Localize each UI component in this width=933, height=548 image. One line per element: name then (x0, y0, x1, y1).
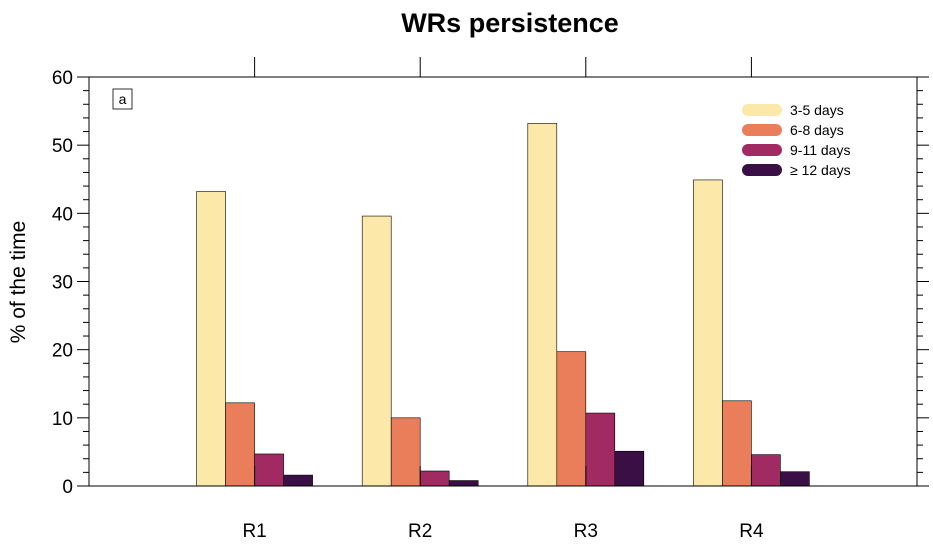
bar-r3-series-3 (585, 412, 616, 487)
legend-swatch-3 (742, 144, 782, 156)
x-tick-label-r1: R1 (242, 521, 266, 542)
bar-r4-series-4 (780, 471, 810, 487)
panel-label: a (119, 91, 127, 107)
legend-label-4: ≥ 12 days (790, 162, 851, 178)
bar-r1-series-4 (283, 474, 313, 487)
y-tick-label: 60 (52, 68, 73, 89)
y-tick-label: 20 (52, 341, 73, 362)
legend-swatch-4 (742, 164, 782, 176)
bar-r4-series-1 (693, 179, 723, 487)
legend-label-3: 9-11 days (790, 142, 850, 158)
bar-r2-series-4 (448, 480, 479, 487)
y-axis-label: % of the time (7, 221, 30, 344)
y-tick-label: 40 (52, 204, 73, 225)
bar-r1-series-1 (196, 191, 226, 487)
x-tick-label-r2: R2 (408, 521, 432, 542)
x-tick-label-r3: R3 (574, 521, 598, 542)
legend-swatch-2 (742, 124, 782, 136)
bar-r3-series-4 (614, 450, 645, 487)
y-tick-label: 10 (52, 409, 73, 430)
bar-r2-series-3 (419, 470, 450, 487)
legend-label-2: 6-8 days (790, 122, 844, 138)
chart-title: WRs persistence (401, 8, 619, 38)
legend-label-1: 3-5 days (790, 102, 844, 118)
bar-r1-series-3 (254, 453, 284, 487)
bar-r2-series-2 (390, 417, 421, 487)
y-tick-label: 50 (52, 136, 73, 157)
bar-r3-series-1 (527, 123, 558, 487)
plot-area: 0 10 20 30 40 50 60 R1 R2 R3 R4 a 3-5 days 6-8 days 9-… (52, 57, 929, 542)
bar-r1-series-2 (225, 402, 255, 487)
panel-label-box (112, 88, 133, 110)
bar-r4-series-2 (722, 400, 752, 487)
bar-r4-series-3 (751, 454, 781, 487)
y-tick-label: 0 (62, 477, 73, 498)
y-tick-label: 30 (52, 273, 73, 294)
legend-swatch-1 (742, 104, 782, 116)
bar-r3-series-2 (556, 351, 587, 487)
x-tick-label-r4: R4 (739, 521, 764, 542)
bar-r2-series-1 (361, 215, 392, 487)
